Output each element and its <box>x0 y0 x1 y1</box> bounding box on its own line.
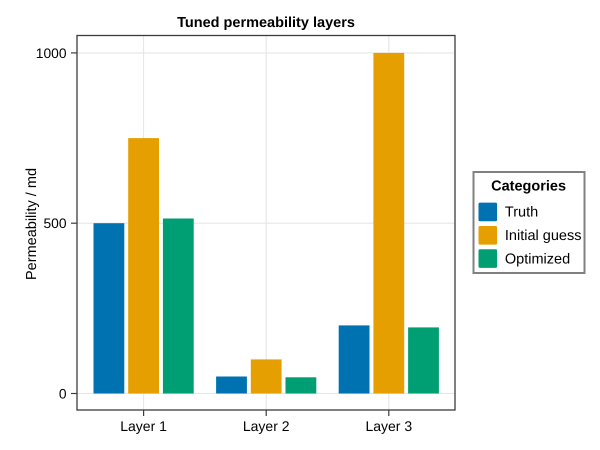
svg-text:Layer 2: Layer 2 <box>243 418 290 434</box>
svg-text:Categories: Categories <box>491 179 566 195</box>
svg-text:Tuned permeability layers: Tuned permeability layers <box>177 15 355 31</box>
svg-text:1000: 1000 <box>36 46 67 61</box>
svg-text:Layer 3: Layer 3 <box>365 418 412 434</box>
svg-text:0: 0 <box>59 386 67 401</box>
svg-text:Optimized: Optimized <box>505 251 570 267</box>
svg-text:Layer 1: Layer 1 <box>120 418 167 434</box>
svg-text:500: 500 <box>43 216 66 231</box>
svg-text:Permeability / md: Permeability / md <box>24 168 40 280</box>
svg-text:Initial guess: Initial guess <box>505 228 582 244</box>
svg-text:Truth: Truth <box>505 205 538 221</box>
